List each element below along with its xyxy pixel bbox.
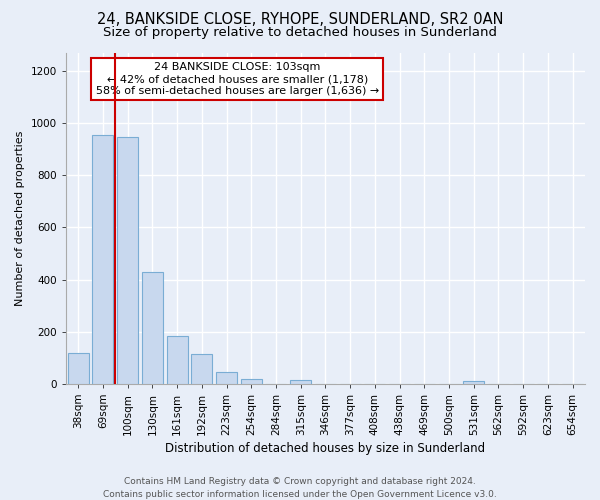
- Text: Size of property relative to detached houses in Sunderland: Size of property relative to detached ho…: [103, 26, 497, 39]
- Bar: [216, 372, 237, 384]
- Y-axis label: Number of detached properties: Number of detached properties: [15, 130, 25, 306]
- Bar: [167, 336, 188, 384]
- Bar: [290, 380, 311, 384]
- X-axis label: Distribution of detached houses by size in Sunderland: Distribution of detached houses by size …: [166, 442, 485, 455]
- Text: Contains HM Land Registry data © Crown copyright and database right 2024.
Contai: Contains HM Land Registry data © Crown c…: [103, 478, 497, 499]
- Bar: [142, 272, 163, 384]
- Text: 24, BANKSIDE CLOSE, RYHOPE, SUNDERLAND, SR2 0AN: 24, BANKSIDE CLOSE, RYHOPE, SUNDERLAND, …: [97, 12, 503, 28]
- Bar: [92, 134, 113, 384]
- Bar: [117, 138, 138, 384]
- Text: 24 BANKSIDE CLOSE: 103sqm
← 42% of detached houses are smaller (1,178)
58% of se: 24 BANKSIDE CLOSE: 103sqm ← 42% of detac…: [95, 62, 379, 96]
- Bar: [191, 354, 212, 384]
- Bar: [241, 379, 262, 384]
- Bar: [68, 352, 89, 384]
- Bar: [463, 382, 484, 384]
